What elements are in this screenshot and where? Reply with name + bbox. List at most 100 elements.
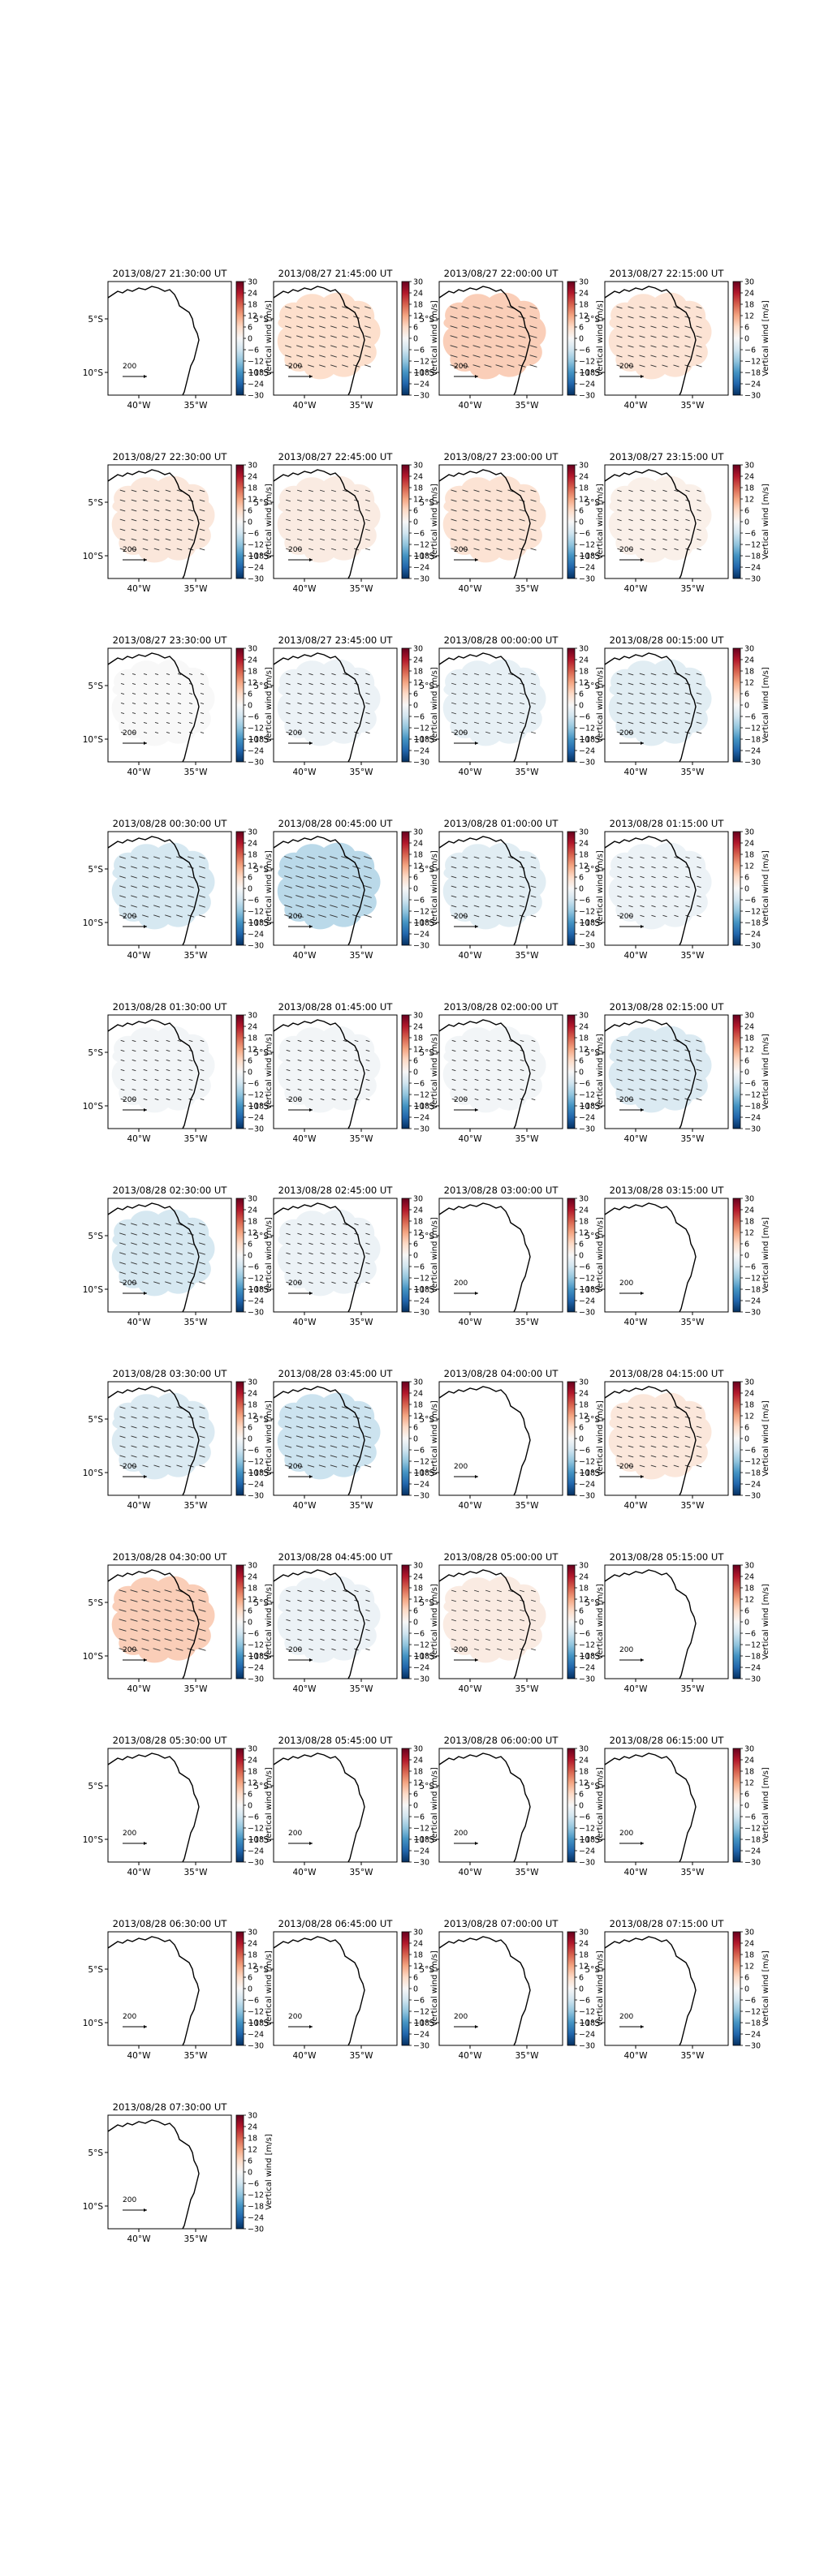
- reference-arrow-label: 200: [454, 2013, 468, 2021]
- axes-background: [274, 1932, 397, 2045]
- reference-arrow-head: [144, 1842, 147, 1845]
- colorbar-tick-label: −30: [248, 1125, 264, 1134]
- wind-arrow: [507, 1589, 514, 1593]
- wind-arrow: [474, 1039, 479, 1043]
- colorbar-tick-label: −18: [579, 2019, 595, 2028]
- wind-arrow: [188, 1262, 194, 1265]
- wind-arrow: [286, 673, 291, 676]
- wind-arrow: [484, 335, 492, 338]
- colorbar-tick-label: −6: [579, 1080, 590, 1089]
- wind-arrow: [364, 1426, 372, 1429]
- wind-arrow: [154, 1049, 159, 1052]
- colorbar-tick-label: 6: [248, 1241, 252, 1249]
- wind-arrow: [343, 1232, 347, 1236]
- colorbar-tick-label: 12: [413, 1596, 423, 1605]
- wind-arrow: [132, 682, 136, 686]
- wind-arrow: [496, 673, 503, 676]
- colorbar-tick-label: −6: [413, 897, 425, 905]
- colorbar-tick-label: 18: [744, 1585, 754, 1593]
- wind-arrow: [628, 682, 634, 686]
- wind-arrow: [650, 1435, 657, 1439]
- wind-arrow: [662, 914, 667, 918]
- wind-arrow: [616, 1435, 623, 1439]
- wind-arrow: [462, 548, 468, 551]
- reference-arrow-head: [309, 1658, 313, 1662]
- panel-title: 2013/08/27 23:45:00 UT: [278, 634, 394, 646]
- wind-arrow: [496, 885, 503, 888]
- wind-arrow: [131, 1435, 137, 1439]
- colorbar-tick-label: 24: [744, 1206, 754, 1215]
- wind-arrow: [131, 1455, 137, 1458]
- wind-arrow: [131, 905, 137, 908]
- wind-arrow: [696, 692, 702, 695]
- wind-arrow: [473, 509, 480, 512]
- wind-arrow: [308, 1599, 313, 1602]
- wind-arrow: [119, 1628, 127, 1632]
- x-tick-label: 35°W: [184, 768, 209, 777]
- y-tick-label: 5°S: [585, 315, 600, 325]
- wind-arrow: [165, 528, 171, 531]
- wind-arrow: [696, 335, 702, 338]
- wind-arrow: [352, 1445, 360, 1448]
- wind-arrow: [616, 712, 623, 715]
- wind-arrow: [530, 875, 537, 879]
- colorbar-tick-label: 0: [413, 1985, 418, 1994]
- wind-arrow: [485, 548, 491, 551]
- wind-arrow: [616, 1416, 623, 1419]
- wind-arrow: [308, 489, 314, 492]
- wind-arrow: [616, 1445, 623, 1448]
- wind-arrow: [131, 489, 137, 492]
- wind-arrow: [176, 856, 183, 859]
- wind-arrow: [673, 682, 679, 686]
- wind-arrow: [640, 499, 645, 502]
- wind-arrow: [616, 1049, 623, 1052]
- wind-arrow: [341, 1455, 349, 1458]
- colorbar-tick-label: −6: [579, 897, 590, 905]
- wind-arrow: [307, 1426, 315, 1429]
- wind-arrow: [331, 1252, 336, 1255]
- wind-arrow: [354, 712, 359, 715]
- colorbar-tick-label: 30: [413, 462, 423, 471]
- wind-arrow: [120, 1078, 125, 1082]
- coastline: [107, 1936, 200, 2046]
- wind-arrow: [119, 866, 126, 869]
- colorbar-tick-label: −24: [744, 381, 761, 389]
- wind-arrow: [617, 518, 622, 522]
- wind-arrow: [531, 1069, 536, 1072]
- colorbar-tick-label: 12: [579, 679, 589, 688]
- wind-arrow: [519, 538, 525, 541]
- wind-arrow: [308, 1049, 313, 1052]
- wind-arrow: [330, 866, 338, 869]
- wind-arrow: [451, 702, 457, 705]
- wind-arrow: [119, 856, 126, 859]
- colorbar-tick-label: −12: [579, 1825, 595, 1834]
- wind-arrow: [141, 1638, 149, 1641]
- colorbar-tick-label: 30: [579, 1562, 589, 1571]
- axes-frame: [273, 1931, 398, 2046]
- wind-arrow: [628, 673, 634, 676]
- wind-arrow: [131, 1223, 137, 1226]
- colorbar-tick-label: −12: [744, 358, 761, 367]
- colorbar-tick-label: 30: [248, 462, 257, 471]
- colorbar-tick-label: 18: [744, 668, 754, 677]
- colorbar-tick-label: 0: [413, 702, 418, 711]
- colorbar-tick-label: 6: [413, 1057, 418, 1066]
- wind-arrow: [318, 1464, 326, 1468]
- wind-arrow: [495, 335, 503, 338]
- wind-arrow: [461, 325, 469, 329]
- wind-arrow: [188, 1232, 194, 1236]
- wind-arrow: [308, 1619, 313, 1622]
- x-tick-label: 35°W: [681, 1501, 705, 1511]
- wind-arrow: [365, 355, 371, 358]
- wind-arrow: [176, 1252, 183, 1255]
- wind-arrow: [662, 1059, 668, 1062]
- y-tick-label: 10°S: [580, 1652, 601, 1662]
- axes-frame: [438, 1381, 563, 1496]
- wind-arrow: [119, 1445, 126, 1448]
- wind-arrow: [320, 1638, 325, 1641]
- wind-arrow: [153, 1445, 160, 1448]
- wind-arrow: [308, 1638, 313, 1641]
- wind-arrow: [628, 499, 633, 502]
